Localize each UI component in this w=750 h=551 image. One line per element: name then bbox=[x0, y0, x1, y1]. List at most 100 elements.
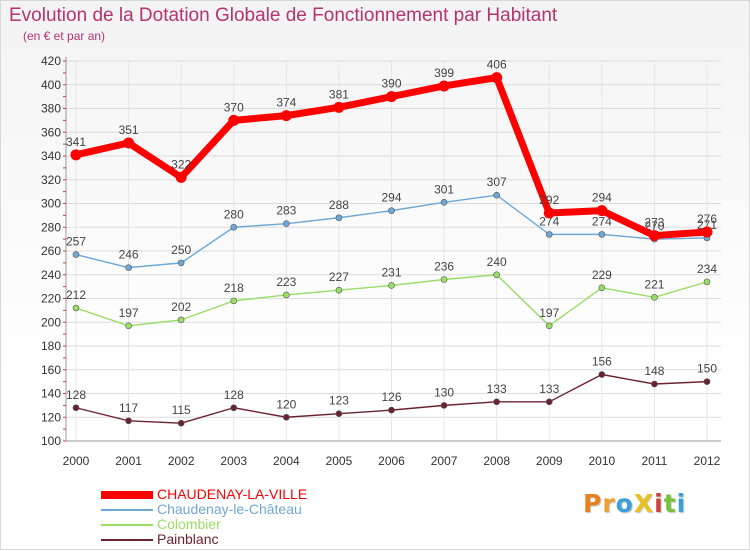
data-point bbox=[230, 404, 238, 412]
data-label: 283 bbox=[276, 204, 296, 218]
data-point bbox=[230, 223, 238, 231]
data-label: 150 bbox=[697, 362, 717, 376]
logo-letter: o bbox=[615, 489, 634, 518]
logo-letter: P bbox=[583, 489, 603, 518]
data-point bbox=[70, 149, 82, 161]
data-label: 399 bbox=[434, 66, 454, 80]
data-label: 257 bbox=[66, 235, 86, 249]
logo-letter: i bbox=[654, 489, 664, 518]
x-tick-label: 2010 bbox=[588, 454, 615, 468]
data-point bbox=[125, 322, 132, 330]
data-label: 294 bbox=[381, 191, 401, 205]
data-point bbox=[123, 137, 135, 149]
data-label: 130 bbox=[434, 385, 454, 399]
data-point bbox=[175, 171, 187, 183]
data-label: 223 bbox=[276, 275, 296, 289]
data-point bbox=[440, 276, 448, 283]
data-point bbox=[491, 72, 503, 84]
data-point bbox=[493, 191, 500, 199]
data-label: 288 bbox=[329, 198, 349, 212]
logo-letter: X bbox=[633, 489, 655, 518]
legend-label: Painblanc bbox=[157, 531, 219, 547]
legend-label: Colombier bbox=[157, 516, 221, 532]
data-label: 128 bbox=[66, 388, 86, 402]
data-point bbox=[228, 114, 240, 126]
data-point bbox=[545, 398, 553, 406]
x-tick-label: 2012 bbox=[694, 454, 721, 468]
y-tick-label: 120 bbox=[41, 410, 61, 424]
data-label: 351 bbox=[119, 123, 139, 137]
legend-swatch bbox=[101, 539, 153, 541]
data-point bbox=[177, 316, 185, 324]
legend-label: CHAUDENAY-LA-VILLE bbox=[157, 486, 308, 502]
y-tick-label: 420 bbox=[41, 54, 61, 68]
data-label: 197 bbox=[539, 306, 559, 320]
data-label: 374 bbox=[276, 96, 296, 110]
logo-letter: t bbox=[663, 489, 677, 518]
x-tick-label: 2004 bbox=[273, 454, 300, 468]
data-label: 123 bbox=[329, 394, 349, 408]
data-point bbox=[388, 282, 395, 289]
data-point bbox=[72, 251, 80, 258]
data-point bbox=[545, 322, 553, 330]
data-point bbox=[598, 231, 606, 238]
data-point bbox=[283, 220, 290, 227]
data-label: 236 bbox=[434, 260, 454, 274]
data-point bbox=[388, 207, 395, 214]
data-point bbox=[651, 380, 658, 388]
data-label: 126 bbox=[381, 390, 401, 404]
y-tick-label: 280 bbox=[41, 220, 61, 234]
data-label: 294 bbox=[592, 191, 612, 205]
data-point bbox=[386, 91, 397, 103]
legend-swatch bbox=[101, 524, 153, 526]
data-label: 370 bbox=[224, 100, 244, 114]
data-label: 133 bbox=[487, 382, 507, 396]
data-label: 292 bbox=[539, 193, 559, 207]
data-point bbox=[598, 284, 606, 292]
data-point bbox=[545, 231, 553, 238]
data-label: 148 bbox=[644, 364, 664, 378]
chart-subtitle: (en € et par an) bbox=[23, 29, 106, 43]
data-point bbox=[493, 398, 500, 406]
y-tick-label: 340 bbox=[41, 149, 61, 163]
x-tick-label: 2002 bbox=[168, 454, 195, 468]
y-tick-label: 380 bbox=[41, 102, 61, 116]
y-tick-label: 200 bbox=[41, 315, 61, 329]
data-label: 274 bbox=[539, 214, 559, 228]
data-point bbox=[72, 404, 80, 412]
data-label: 117 bbox=[119, 401, 138, 415]
x-tick-label: 2000 bbox=[63, 454, 90, 468]
data-label: 240 bbox=[487, 255, 507, 269]
data-label: 133 bbox=[539, 382, 559, 396]
y-tick-label: 320 bbox=[41, 173, 61, 187]
x-tick-label: 2007 bbox=[431, 454, 458, 468]
data-label: 301 bbox=[434, 182, 454, 196]
data-label: 218 bbox=[224, 281, 244, 295]
logo-letter: r bbox=[602, 489, 616, 518]
data-point bbox=[438, 80, 450, 92]
data-label: 273 bbox=[644, 216, 664, 230]
data-label: 197 bbox=[119, 306, 139, 320]
data-point bbox=[125, 417, 132, 425]
x-tick-label: 2001 bbox=[115, 454, 142, 468]
data-label: 231 bbox=[381, 265, 401, 279]
data-label: 307 bbox=[487, 175, 507, 189]
legend-swatch bbox=[101, 509, 153, 511]
data-label: 274 bbox=[592, 214, 612, 228]
data-point bbox=[493, 271, 500, 279]
x-tick-label: 2008 bbox=[483, 454, 510, 468]
data-point bbox=[125, 264, 132, 271]
data-point bbox=[651, 294, 658, 301]
data-label: 250 bbox=[171, 243, 191, 257]
data-label: 202 bbox=[171, 300, 191, 314]
x-tick-label: 2006 bbox=[378, 454, 405, 468]
chart-title: Evolution de la Dotation Globale de Fonc… bbox=[9, 5, 558, 26]
x-tick-label: 2011 bbox=[642, 454, 668, 468]
data-point bbox=[72, 304, 80, 312]
data-label: 156 bbox=[592, 355, 612, 369]
data-label: 227 bbox=[329, 270, 349, 284]
data-label: 322 bbox=[171, 157, 191, 171]
data-label: 234 bbox=[697, 262, 717, 276]
